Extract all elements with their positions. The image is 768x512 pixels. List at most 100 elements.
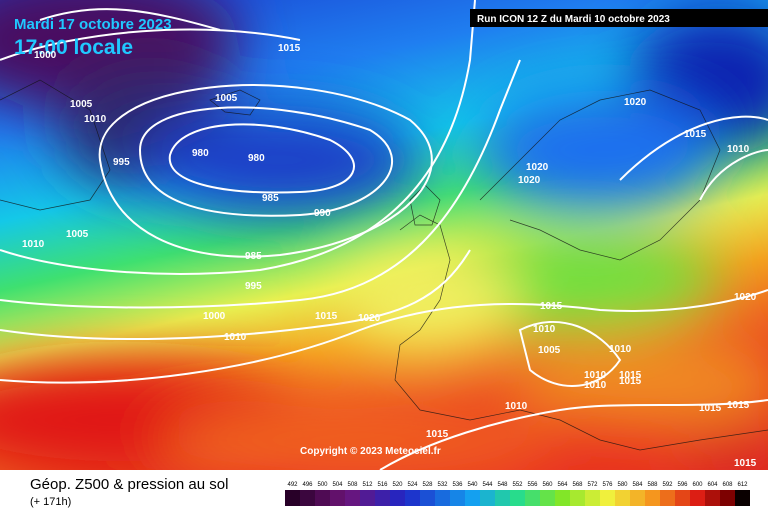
- pressure-label: 1005: [215, 93, 238, 104]
- scale-label: 512: [362, 482, 373, 488]
- scale-label: 504: [332, 482, 343, 488]
- scale-label: 568: [572, 482, 583, 488]
- scale-swatch: [570, 490, 585, 506]
- pressure-label: 1010: [84, 114, 107, 125]
- scale-swatch: [735, 490, 750, 506]
- scale-label: 612: [737, 482, 748, 488]
- scale-swatch: [345, 490, 360, 506]
- pressure-label: 1010: [727, 144, 750, 155]
- scale-label: 532: [437, 482, 448, 488]
- scale-swatch: [585, 490, 600, 506]
- pressure-label: 1015: [734, 458, 757, 469]
- isobars: [0, 0, 768, 470]
- scale-label: 584: [632, 482, 643, 488]
- pressure-label: 995: [245, 281, 262, 292]
- pressure-label: 985: [245, 251, 262, 262]
- scale-swatch: [660, 490, 675, 506]
- scale-label: 536: [452, 482, 463, 488]
- pressure-label: 1015: [619, 370, 642, 381]
- pressure-label: 1020: [734, 292, 757, 303]
- pressure-label: 1015: [315, 311, 338, 322]
- scale-label: 500: [317, 482, 328, 488]
- pressure-label: 1005: [66, 229, 89, 240]
- pressure-label: 1015: [684, 129, 707, 140]
- scale-swatch: [390, 490, 405, 506]
- scale-swatch: [630, 490, 645, 506]
- pressure-label: 1015: [699, 403, 722, 414]
- scale-label: 528: [422, 482, 433, 488]
- pressure-label: 1010: [533, 324, 556, 335]
- pressure-label: 1000: [203, 311, 226, 322]
- map-field: [0, 0, 768, 470]
- scale-label: 544: [482, 482, 493, 488]
- pressure-label: 980: [248, 153, 265, 164]
- pressure-label: 1015: [426, 429, 449, 440]
- footer-title: Géop. Z500 & pression au sol: [30, 476, 228, 493]
- scale-swatch: [705, 490, 720, 506]
- scale-label: 524: [407, 482, 418, 488]
- pressure-label: 1010: [224, 332, 247, 343]
- scale-swatch: [420, 490, 435, 506]
- scale-label: 576: [602, 482, 613, 488]
- scale-label: 588: [647, 482, 658, 488]
- pressure-label: 1010: [22, 239, 45, 250]
- scale-label: 516: [377, 482, 388, 488]
- scale-label: 540: [467, 482, 478, 488]
- scale-swatch: [555, 490, 570, 506]
- time-title: 17:00 locale: [14, 36, 133, 59]
- pressure-label: 1000: [34, 50, 57, 61]
- scale-swatch: [330, 490, 345, 506]
- scale-label: 604: [707, 482, 718, 488]
- pressure-label: 980: [192, 148, 209, 159]
- pressure-label: 1010: [584, 370, 607, 381]
- scale-swatch: [510, 490, 525, 506]
- scale-label: 556: [527, 482, 538, 488]
- scale-swatch: [360, 490, 375, 506]
- scale-swatch: [480, 490, 495, 506]
- scale-swatch: [600, 490, 615, 506]
- scale-label: 592: [662, 482, 673, 488]
- scale-swatch: [450, 490, 465, 506]
- copyright: Copyright © 2023 Meteociel.fr: [300, 446, 441, 457]
- scale-label: 608: [722, 482, 733, 488]
- scale-swatch: [465, 490, 480, 506]
- pressure-label: 1015: [540, 301, 563, 312]
- scale-swatch: [375, 490, 390, 506]
- scale-label: 596: [677, 482, 688, 488]
- pressure-label: 1005: [70, 99, 93, 110]
- scale-label: 552: [512, 482, 523, 488]
- scale-swatch: [675, 490, 690, 506]
- scale-swatch: [720, 490, 735, 506]
- scale-swatch: [285, 490, 300, 506]
- pressure-label: 985: [262, 193, 279, 204]
- pressure-label: 1010: [609, 344, 632, 355]
- scale-label: 572: [587, 482, 598, 488]
- pressure-label: 1010: [584, 380, 607, 391]
- scale-swatch: [540, 490, 555, 506]
- run-banner: [470, 9, 768, 27]
- scale-label: 548: [497, 482, 508, 488]
- scale-swatch: [315, 490, 330, 506]
- pressure-label: 990: [314, 208, 331, 219]
- scale-swatch: [435, 490, 450, 506]
- scale-swatch: [525, 490, 540, 506]
- pressure-label: 1010: [505, 401, 528, 412]
- scale-swatch: [495, 490, 510, 506]
- scale-label: 600: [692, 482, 703, 488]
- pressure-label: 1015: [619, 376, 642, 387]
- pressure-label: 1020: [358, 313, 381, 324]
- pressure-label: 1015: [727, 400, 750, 411]
- scale-label: 496: [302, 482, 313, 488]
- pressure-label: 1020: [518, 175, 541, 186]
- pressure-label: 995: [113, 157, 130, 168]
- pressure-label: 1020: [526, 162, 549, 173]
- pressure-label: 1005: [538, 345, 561, 356]
- date-title: Mardi 17 octobre 2023: [14, 16, 172, 33]
- pressure-label: 1020: [624, 97, 647, 108]
- scale-swatch: [645, 490, 660, 506]
- scale-swatch: [300, 490, 315, 506]
- run-info: Run ICON 12 Z du Mardi 10 octobre 2023: [477, 14, 670, 25]
- scale-swatch: [690, 490, 705, 506]
- scale-swatch: [405, 490, 420, 506]
